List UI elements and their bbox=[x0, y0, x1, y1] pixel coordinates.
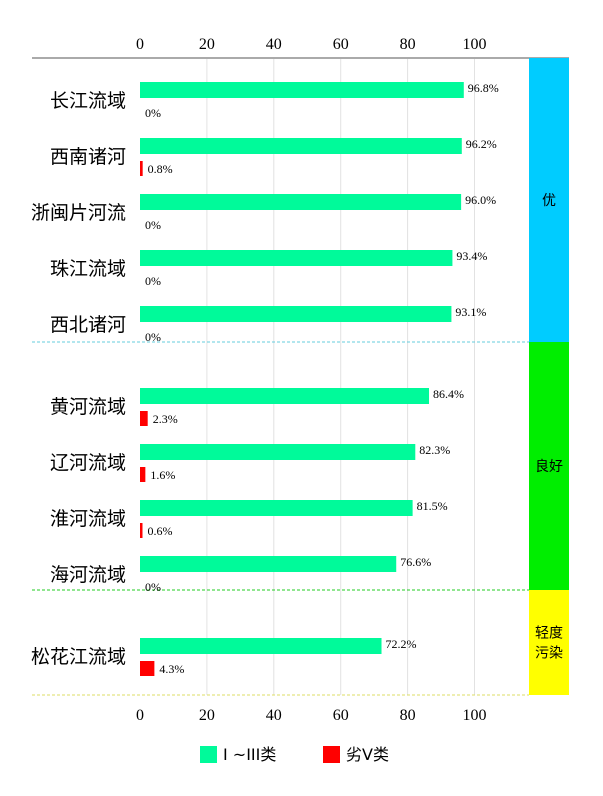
category-label-4: 西北诸河 bbox=[50, 314, 126, 336]
data-label-s1-3: 93.4% bbox=[456, 249, 487, 263]
bottom-tick-label-0: 0 bbox=[136, 707, 144, 724]
category-labels: 长江流域西南诸河浙闽片河流珠江流域西北诸河黄河流域辽河流域淮河流域海河流域松花江… bbox=[31, 90, 126, 668]
top-tick-label-60: 60 bbox=[333, 36, 349, 53]
category-label-5: 黄河流域 bbox=[50, 396, 126, 418]
data-label-s2-9: 4.3% bbox=[159, 662, 184, 676]
grid-lines bbox=[32, 57, 569, 695]
category-label-7: 淮河流域 bbox=[50, 508, 126, 530]
grade-band-1 bbox=[529, 342, 569, 590]
grade-label-1: 良好 bbox=[535, 459, 563, 475]
category-label-3: 珠江流域 bbox=[50, 258, 126, 280]
bar-s1-2 bbox=[140, 194, 462, 210]
data-label-s2-8: 0% bbox=[145, 580, 161, 594]
data-label-s1-0: 96.8% bbox=[468, 81, 499, 95]
category-label-2: 浙闽片河流 bbox=[31, 202, 126, 224]
bar-s2-6 bbox=[140, 467, 146, 482]
data-label-s1-4: 93.1% bbox=[455, 305, 486, 319]
bottom-tick-label-100: 100 bbox=[463, 707, 487, 724]
data-label-s2-2: 0% bbox=[145, 218, 161, 232]
data-label-s2-4: 0% bbox=[145, 330, 161, 344]
data-label-s2-5: 2.3% bbox=[153, 412, 178, 426]
category-label-9: 松花江流域 bbox=[31, 646, 126, 668]
bottom-axis: 0 20 40 60 80 100 bbox=[136, 707, 487, 724]
data-label-s1-6: 82.3% bbox=[419, 443, 450, 457]
bar-s1-6 bbox=[140, 444, 416, 460]
data-label-s1-2: 96.0% bbox=[465, 193, 496, 207]
category-label-8: 海河流域 bbox=[50, 564, 126, 586]
grade-label-2-line-1: 污染 bbox=[535, 646, 563, 662]
category-label-0: 长江流域 bbox=[50, 90, 126, 112]
bar-s1-0 bbox=[140, 82, 464, 98]
bottom-tick-label-20: 20 bbox=[199, 707, 215, 724]
data-label-s2-0: 0% bbox=[145, 106, 161, 120]
bar-s1-4 bbox=[140, 306, 452, 322]
bar-s2-7 bbox=[140, 523, 143, 538]
top-tick-label-0: 0 bbox=[136, 36, 144, 53]
bars: 96.8% 0% 96.2% 0.8% 96.0% 0% 93.4% 0% 93.1% 0% 86.… bbox=[140, 81, 499, 676]
legend-swatch-1 bbox=[323, 746, 340, 763]
legend-swatch-0 bbox=[200, 746, 217, 763]
bar-s1-8 bbox=[140, 556, 397, 572]
legend-label-0: I ~III类 bbox=[223, 745, 276, 764]
data-label-s2-7: 0.6% bbox=[148, 524, 173, 538]
data-label-s2-6: 1.6% bbox=[150, 468, 175, 482]
bar-s1-5 bbox=[140, 388, 430, 404]
top-tick-label-80: 80 bbox=[400, 36, 416, 53]
bar-s1-9 bbox=[140, 638, 382, 654]
legend: I ~III类 劣Ⅴ类 bbox=[200, 745, 389, 764]
bar-s2-1 bbox=[140, 161, 143, 176]
grade-band-0 bbox=[529, 58, 569, 342]
grade-band-2 bbox=[529, 590, 569, 695]
bottom-tick-label-80: 80 bbox=[400, 707, 416, 724]
data-label-s1-7: 81.5% bbox=[417, 499, 448, 513]
data-label-s1-8: 76.6% bbox=[400, 555, 431, 569]
bar-s2-5 bbox=[140, 411, 148, 426]
grade-label-2-line-0: 轻度 bbox=[535, 626, 563, 642]
bottom-tick-label-40: 40 bbox=[266, 707, 282, 724]
data-label-s1-9: 72.2% bbox=[386, 637, 417, 651]
data-label-s2-1: 0.8% bbox=[148, 162, 173, 176]
top-axis: 0 20 40 60 80 100 bbox=[136, 36, 487, 53]
top-tick-label-20: 20 bbox=[199, 36, 215, 53]
category-label-6: 辽河流域 bbox=[50, 452, 126, 474]
data-label-s1-5: 86.4% bbox=[433, 387, 464, 401]
bar-s1-7 bbox=[140, 500, 413, 516]
category-label-1: 西南诸河 bbox=[50, 146, 126, 168]
bar-s2-9 bbox=[140, 661, 155, 676]
grade-label-0: 优 bbox=[542, 193, 556, 209]
legend-label-1: 劣Ⅴ类 bbox=[346, 745, 389, 764]
top-tick-label-40: 40 bbox=[266, 36, 282, 53]
bottom-tick-label-60: 60 bbox=[333, 707, 349, 724]
data-label-s2-3: 0% bbox=[145, 274, 161, 288]
bar-s1-3 bbox=[140, 250, 453, 266]
top-tick-label-100: 100 bbox=[463, 36, 487, 53]
bar-s1-1 bbox=[140, 138, 462, 154]
data-label-s1-1: 96.2% bbox=[466, 137, 497, 151]
